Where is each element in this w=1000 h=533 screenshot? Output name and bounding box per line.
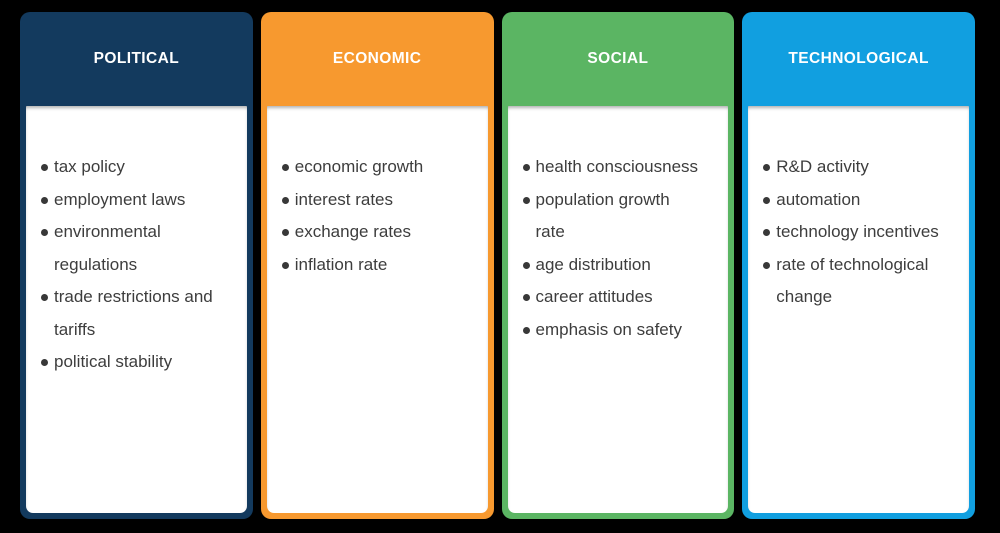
card-header: TECHNOLOGICAL [742,12,975,106]
list-item: technology incentives [763,216,963,249]
pest-card-social: SOCIAL health consciousness population gr… [501,12,735,519]
pest-board: POLITICAL tax policy employment laws envir… [20,12,975,519]
bullet-icon [41,164,48,171]
bullet-icon [522,196,530,204]
item-text: interest rates [294,189,394,209]
list-item: age distribution [522,249,723,282]
item-text: emphasis on safety [535,319,682,339]
card-body: health consciousness population growth rat… [507,106,729,513]
item-text: trade restrictions and tariffs [54,287,213,339]
bullet-icon [281,229,289,236]
pest-card-technological: TECHNOLOGICAL R&D activity automation tech… [742,12,975,519]
pest-card-economic: ECONOMIC economic growth interest rates ex… [260,12,494,519]
bullet-icon [763,261,771,269]
bullet-icon [41,196,48,204]
card-title: ECONOMIC [332,50,422,67]
bullet-icon [41,294,48,301]
list-item: health consciousness [522,151,723,184]
bullet-icon [522,326,530,334]
list-item: automation [763,184,963,217]
bullet-icon [522,261,530,269]
item-text: career attitudes [535,287,653,306]
card-body: R&D activity automation technology incenti… [748,106,969,513]
bullet-icon [763,196,771,204]
card-header: SOCIAL [502,12,735,106]
card-body: economic growth interest rates exchange ra… [266,106,488,513]
item-text: age distribution [535,254,651,274]
list-item: interest rates [281,184,482,217]
list-item: environmental regulations [41,216,241,281]
list-item: economic growth [281,151,482,184]
item-text: exchange rates [294,222,411,241]
list-item: political stability [41,346,241,379]
pest-card-political: POLITICAL tax policy employment laws envir… [20,12,253,519]
item-text: rate of technological change [776,254,929,307]
item-text: health consciousness [535,157,699,176]
item-text: inflation rate [294,254,388,274]
card-title: TECHNOLOGICAL [788,50,929,67]
card-header: ECONOMIC [261,12,494,106]
item-text: political stability [54,352,173,371]
bullet-icon [281,196,289,204]
list-item: tax policy [41,151,241,184]
bullet-icon [281,164,289,171]
bullet-icon [522,294,530,301]
list-item: R&D activity [763,151,963,184]
card-title: SOCIAL [587,50,649,67]
card-item-list: R&D activity automation technology incenti… [763,151,963,314]
list-item: inflation rate [281,249,482,282]
item-text: technology incentives [776,222,939,241]
item-text: environmental regulations [54,222,161,274]
card-title: POLITICAL [93,50,180,67]
list-item: trade restrictions and tariffs [41,281,241,346]
bullet-icon [763,229,771,236]
card-item-list: tax policy employment laws environmental re… [41,151,241,379]
list-item: emphasis on safety [522,314,723,347]
bullet-icon [522,164,530,171]
list-item: rate of technological change [763,249,963,314]
item-text: R&D activity [776,157,869,176]
item-text: economic growth [294,157,424,176]
bullet-icon [763,164,771,171]
list-item: exchange rates [281,216,482,249]
list-item: career attitudes [522,281,723,314]
bullet-icon [281,261,289,269]
card-item-list: economic growth interest rates exchange ra… [281,151,482,282]
card-body: tax policy employment laws environmental re… [26,106,247,513]
item-text: tax policy [54,157,125,176]
item-text: employment laws [54,189,186,209]
item-text: automation [776,189,861,209]
item-text: population growth rate [535,189,670,242]
card-header: POLITICAL [20,12,253,106]
list-item: employment laws [41,184,241,217]
bullet-icon [41,229,48,236]
card-item-list: health consciousness population growth rat… [522,151,723,347]
bullet-icon [41,359,48,366]
list-item: population growth rate [522,184,723,249]
